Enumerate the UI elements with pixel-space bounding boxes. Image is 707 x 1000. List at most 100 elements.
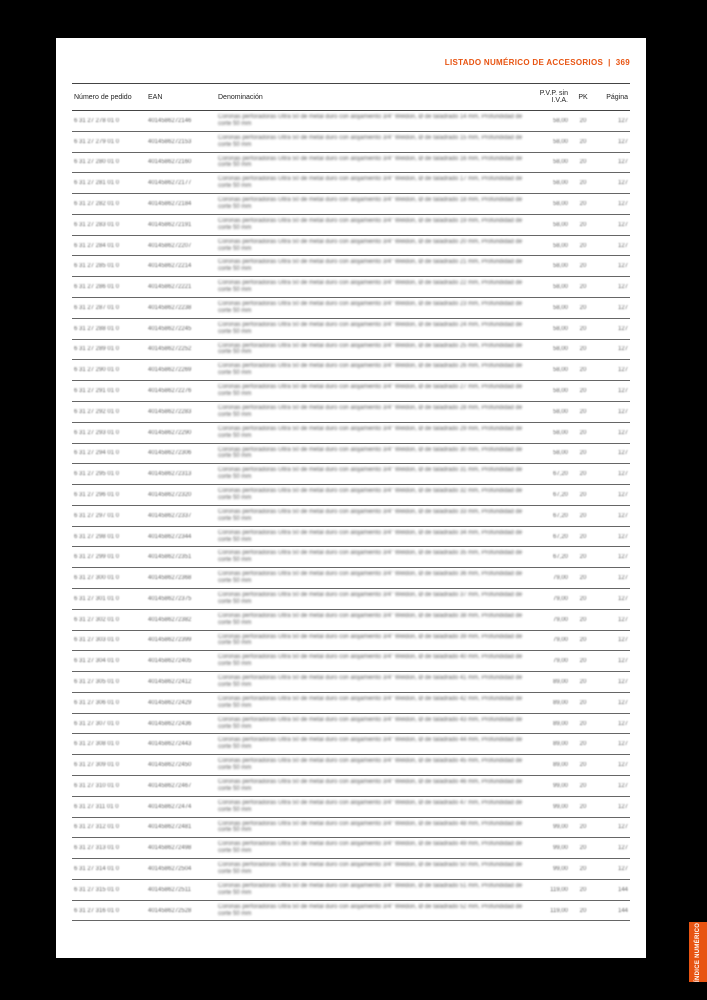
cell-page: 127 — [596, 692, 630, 713]
cell-description: Coronas perforadoras Ultra 50 de metal d… — [216, 443, 530, 464]
cell-ean: 4014586272504 — [146, 859, 216, 880]
side-tab-label: ÍNDICE NUMÉRICO — [695, 922, 701, 981]
cell-pk: 20 — [570, 900, 596, 921]
cell-ean: 4014586272337 — [146, 505, 216, 526]
page-header: LISTADO NUMÉRICO DE ACCESORIOS | 369 — [72, 58, 630, 67]
cell-ean: 4014586272177 — [146, 173, 216, 194]
cell-order-number: 6 31 27 300 01 0 — [72, 568, 146, 589]
table-row: 6 31 27 310 01 04014586272467Coronas per… — [72, 776, 630, 797]
cell-ean: 4014586272214 — [146, 256, 216, 277]
cell-description: Coronas perforadoras Ultra 50 de metal d… — [216, 298, 530, 319]
cell-pk: 20 — [570, 360, 596, 381]
cell-price: 79,00 — [530, 588, 570, 609]
cell-ean: 4014586272252 — [146, 339, 216, 360]
cell-ean: 4014586272290 — [146, 422, 216, 443]
table-header-row: Número de pedido EAN Denominación P.V.P.… — [72, 84, 630, 111]
cell-description: Coronas perforadoras Ultra 50 de metal d… — [216, 235, 530, 256]
cell-pk: 20 — [570, 838, 596, 859]
cell-page: 127 — [596, 318, 630, 339]
table-row: 6 31 27 305 01 04014586272412Coronas per… — [72, 672, 630, 693]
cell-price: 119,00 — [530, 879, 570, 900]
cell-order-number: 6 31 27 308 01 0 — [72, 734, 146, 755]
cell-page: 127 — [596, 630, 630, 651]
cell-page: 127 — [596, 588, 630, 609]
cell-page: 127 — [596, 298, 630, 319]
cell-ean: 4014586272405 — [146, 651, 216, 672]
cell-ean: 4014586272313 — [146, 464, 216, 485]
table-row: 6 31 27 288 01 04014586272245Coronas per… — [72, 318, 630, 339]
cell-pk: 20 — [570, 505, 596, 526]
cell-ean: 4014586272283 — [146, 401, 216, 422]
cell-ean: 4014586272160 — [146, 152, 216, 173]
cell-order-number: 6 31 27 313 01 0 — [72, 838, 146, 859]
cell-price: 58,00 — [530, 194, 570, 215]
cell-order-number: 6 31 27 315 01 0 — [72, 879, 146, 900]
cell-description: Coronas perforadoras Ultra 50 de metal d… — [216, 838, 530, 859]
cell-pk: 20 — [570, 422, 596, 443]
col-order-number: Número de pedido — [72, 84, 146, 111]
cell-page: 127 — [596, 651, 630, 672]
cell-ean: 4014586272511 — [146, 879, 216, 900]
cell-description: Coronas perforadoras Ultra 50 de metal d… — [216, 651, 530, 672]
cell-order-number: 6 31 27 288 01 0 — [72, 318, 146, 339]
col-pk: PK — [570, 84, 596, 111]
cell-page: 127 — [596, 713, 630, 734]
table-row: 6 31 27 297 01 04014586272337Coronas per… — [72, 505, 630, 526]
cell-description: Coronas perforadoras Ultra 50 de metal d… — [216, 360, 530, 381]
cell-price: 79,00 — [530, 609, 570, 630]
table-row: 6 31 27 314 01 04014586272504Coronas per… — [72, 859, 630, 880]
table-row: 6 31 27 312 01 04014586272481Coronas per… — [72, 817, 630, 838]
table-row: 6 31 27 280 01 04014586272160Coronas per… — [72, 152, 630, 173]
cell-description: Coronas perforadoras Ultra 50 de metal d… — [216, 796, 530, 817]
cell-ean: 4014586272474 — [146, 796, 216, 817]
cell-description: Coronas perforadoras Ultra 50 de metal d… — [216, 401, 530, 422]
cell-price: 58,00 — [530, 381, 570, 402]
cell-pk: 20 — [570, 235, 596, 256]
catalog-page: LISTADO NUMÉRICO DE ACCESORIOS | 369 Núm… — [56, 38, 646, 958]
cell-price: 67,20 — [530, 526, 570, 547]
cell-price: 67,20 — [530, 547, 570, 568]
cell-description: Coronas perforadoras Ultra 50 de metal d… — [216, 194, 530, 215]
side-tab-index[interactable]: ÍNDICE NUMÉRICO — [689, 922, 707, 982]
cell-pk: 20 — [570, 485, 596, 506]
table-row: 6 31 27 286 01 04014586272221Coronas per… — [72, 277, 630, 298]
cell-price: 58,00 — [530, 235, 570, 256]
cell-description: Coronas perforadoras Ultra 50 de metal d… — [216, 776, 530, 797]
cell-pk: 20 — [570, 173, 596, 194]
cell-page: 144 — [596, 879, 630, 900]
cell-description: Coronas perforadoras Ultra 50 de metal d… — [216, 277, 530, 298]
cell-pk: 20 — [570, 713, 596, 734]
cell-page: 127 — [596, 173, 630, 194]
cell-description: Coronas perforadoras Ultra 50 de metal d… — [216, 464, 530, 485]
cell-page: 127 — [596, 443, 630, 464]
cell-description: Coronas perforadoras Ultra 50 de metal d… — [216, 152, 530, 173]
cell-pk: 20 — [570, 381, 596, 402]
cell-order-number: 6 31 27 302 01 0 — [72, 609, 146, 630]
cell-page: 127 — [596, 401, 630, 422]
cell-price: 67,20 — [530, 505, 570, 526]
table-row: 6 31 27 296 01 04014586272320Coronas per… — [72, 485, 630, 506]
cell-ean: 4014586272245 — [146, 318, 216, 339]
accessories-table: Número de pedido EAN Denominación P.V.P.… — [72, 83, 630, 921]
table-row: 6 31 27 290 01 04014586272269Coronas per… — [72, 360, 630, 381]
cell-description: Coronas perforadoras Ultra 50 de metal d… — [216, 505, 530, 526]
cell-ean: 4014586272368 — [146, 568, 216, 589]
cell-price: 58,00 — [530, 339, 570, 360]
cell-description: Coronas perforadoras Ultra 50 de metal d… — [216, 713, 530, 734]
cell-page: 127 — [596, 277, 630, 298]
cell-ean: 4014586272184 — [146, 194, 216, 215]
cell-order-number: 6 31 27 301 01 0 — [72, 588, 146, 609]
cell-description: Coronas perforadoras Ultra 50 de metal d… — [216, 817, 530, 838]
cell-pk: 20 — [570, 859, 596, 880]
cell-ean: 4014586272153 — [146, 131, 216, 152]
cell-page: 127 — [596, 547, 630, 568]
cell-description: Coronas perforadoras Ultra 50 de metal d… — [216, 131, 530, 152]
table-row: 6 31 27 308 01 04014586272443Coronas per… — [72, 734, 630, 755]
cell-description: Coronas perforadoras Ultra 50 de metal d… — [216, 609, 530, 630]
cell-page: 127 — [596, 734, 630, 755]
cell-pk: 20 — [570, 734, 596, 755]
cell-order-number: 6 31 27 307 01 0 — [72, 713, 146, 734]
cell-page: 127 — [596, 256, 630, 277]
cell-order-number: 6 31 27 312 01 0 — [72, 817, 146, 838]
cell-pk: 20 — [570, 131, 596, 152]
